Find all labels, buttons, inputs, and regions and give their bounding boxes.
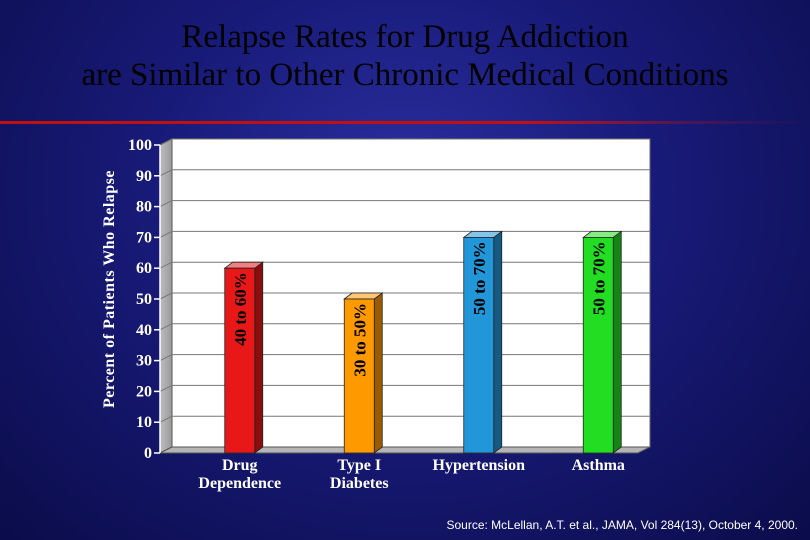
gridline-side (159, 138, 173, 146)
y-tick-label: 50 (136, 291, 152, 308)
y-tick-label: 90 (136, 168, 152, 185)
bar-value-label: 50 to 70% (589, 241, 608, 315)
y-tick-label: 20 (136, 383, 152, 400)
bar-face (343, 298, 375, 454)
title-divider (0, 121, 810, 124)
y-tick-label: 40 (136, 322, 152, 339)
bar: 50 to 70% (462, 230, 503, 454)
title-line-1: Relapse Rates for Drug Addiction (181, 19, 629, 55)
y-tick-label: 100 (128, 137, 152, 154)
y-tick-label: 60 (136, 260, 152, 277)
category-label: Hypertension (433, 457, 526, 474)
bar: 50 to 70% (582, 230, 623, 454)
y-tick-label: 30 (136, 353, 152, 370)
gridline-side (159, 200, 173, 208)
y-tick-label: 10 (136, 414, 152, 431)
y-tick-label: 70 (136, 229, 152, 246)
y-tick-label: 80 (136, 199, 152, 216)
bar-side (254, 261, 264, 454)
y-tick-label: 0 (144, 445, 152, 462)
bar-face (582, 236, 614, 454)
gridline-side (159, 230, 173, 238)
chart-title: Relapse Rates for Drug Addiction are Sim… (0, 18, 810, 94)
category-label: Asthma (572, 457, 625, 474)
gridline-side (159, 354, 173, 362)
bar-face (463, 236, 495, 454)
bar: 30 to 50% (343, 292, 384, 454)
category-label: Drug Dependence (198, 457, 281, 492)
gridline-side (159, 169, 173, 177)
bar-side (612, 230, 622, 454)
gridline-side (159, 261, 173, 269)
gridline-side (159, 384, 173, 392)
gridline-side (159, 323, 173, 331)
bar: 40 to 60% (223, 261, 264, 454)
bar-value-label: 50 to 70% (470, 241, 489, 315)
category-label: Type I Diabetes (330, 457, 389, 492)
source-citation: Source: McLellan, A.T. et al., JAMA, Vol… (446, 518, 798, 532)
bar-side (373, 292, 383, 454)
bar-value-label: 30 to 50% (350, 303, 369, 377)
gridline-side (159, 415, 173, 423)
bar-value-label: 40 to 60% (231, 272, 250, 346)
gridline-side (159, 292, 173, 300)
bar-face (224, 267, 256, 454)
bar-side (493, 230, 503, 454)
title-line-2: are Similar to Other Chronic Medical Con… (81, 57, 729, 93)
